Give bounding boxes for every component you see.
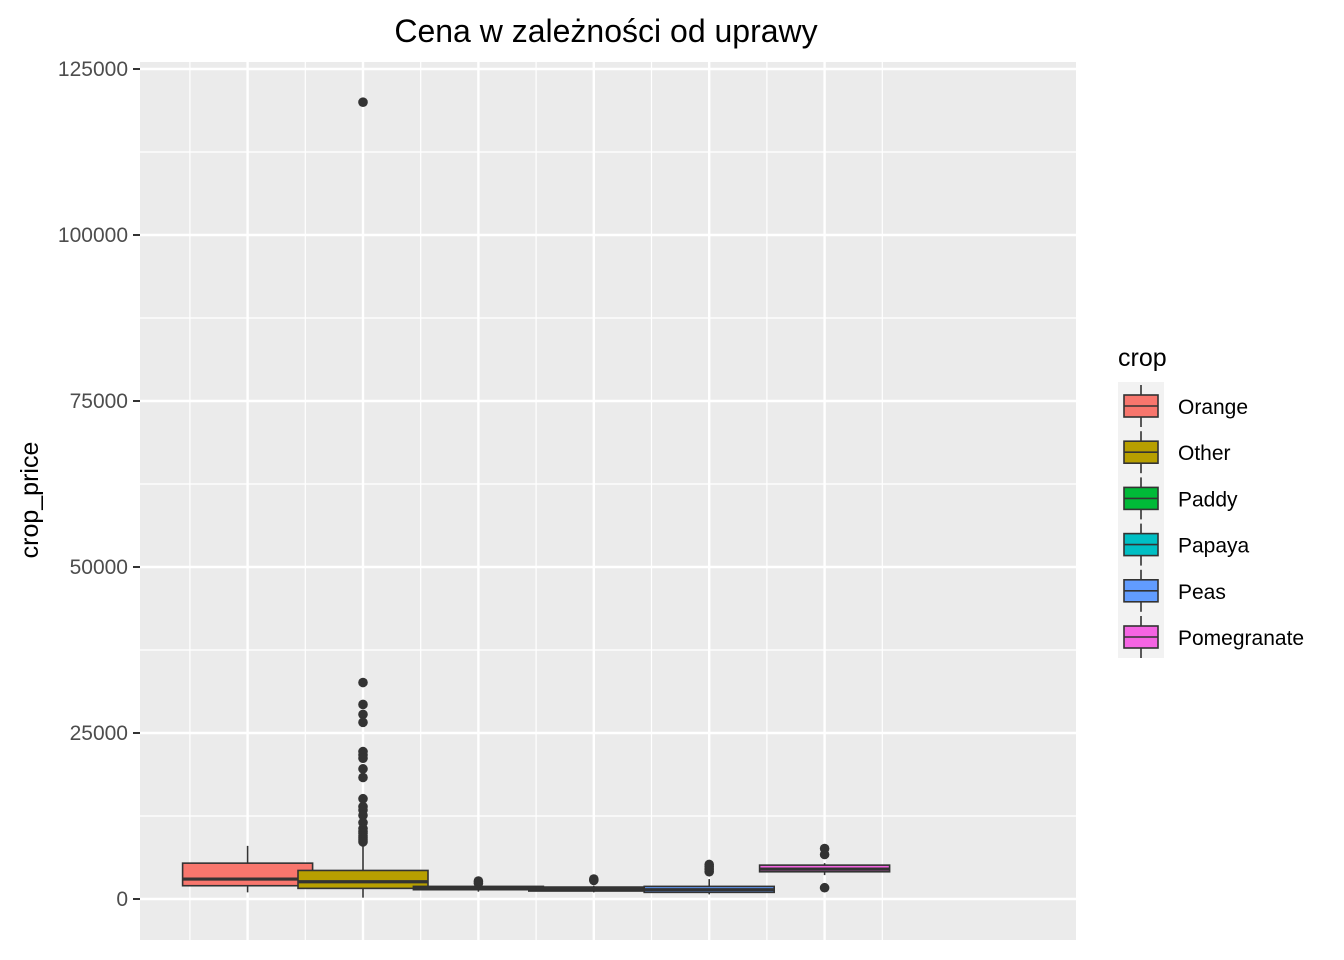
legend-label: Peas <box>1178 581 1226 604</box>
outlier-point <box>589 874 599 884</box>
outlier-point <box>819 843 830 854</box>
y-tick-label: 0 <box>116 888 128 911</box>
boxplot-other <box>297 97 429 898</box>
outlier-point <box>358 709 368 720</box>
grid <box>140 62 1076 940</box>
y-axis-title: crop_price <box>16 442 44 559</box>
outlier-point <box>358 837 368 847</box>
legend-label: Orange <box>1178 396 1248 419</box>
y-tick-label: 100000 <box>58 224 128 247</box>
plot-panel <box>140 62 1076 940</box>
box <box>181 862 314 887</box>
outlier-point <box>358 717 368 728</box>
outlier-point <box>358 97 368 107</box>
outlier-point <box>358 753 368 764</box>
legend-label: Pomegranate <box>1178 627 1304 650</box>
legend-label: Paddy <box>1178 488 1238 511</box>
legend-item-peas: Peas <box>1123 569 1226 612</box>
outlier-point <box>358 793 368 804</box>
y-tick-label: 75000 <box>70 390 128 413</box>
y-axis: 0 25000 50000 75000 100000 125000 <box>58 58 140 911</box>
legend-item-pomegranate: Pomegranate <box>1123 616 1304 658</box>
outlier-point <box>358 699 368 710</box>
legend-key-panel <box>1118 382 1164 658</box>
boxplot-peas <box>643 859 776 895</box>
outlier-point <box>358 764 368 774</box>
legend-item-other: Other <box>1123 431 1231 474</box>
box <box>297 869 429 890</box>
legend-item-paddy: Paddy <box>1123 477 1238 520</box>
legend: crop Orange Other Paddy Papaya Peas Pomegrana… <box>1118 344 1304 658</box>
outlier-point <box>358 677 368 688</box>
legend-label: Papaya <box>1178 535 1250 558</box>
outlier-point <box>473 876 484 886</box>
legend-label: Other <box>1178 442 1231 465</box>
outlier-point <box>819 882 830 893</box>
boxplot-papaya <box>527 874 660 893</box>
boxplot-paddy <box>412 876 545 892</box>
outlier-point <box>358 772 368 783</box>
outlier-point <box>704 859 714 870</box>
chart-title: Cena w zależności od uprawy <box>394 13 817 49</box>
boxplots <box>181 97 891 898</box>
legend-item-orange: Orange <box>1123 385 1248 427</box>
legend-item-papaya: Papaya <box>1123 523 1250 566</box>
boxplot-orange <box>181 845 314 893</box>
y-tick-label: 25000 <box>70 722 128 745</box>
y-tick-label: 50000 <box>70 556 128 579</box>
legend-title: crop <box>1118 344 1167 372</box>
outlier-point <box>358 810 368 821</box>
y-tick-label: 125000 <box>58 58 128 81</box>
boxplot-pomegranate <box>758 843 891 893</box>
